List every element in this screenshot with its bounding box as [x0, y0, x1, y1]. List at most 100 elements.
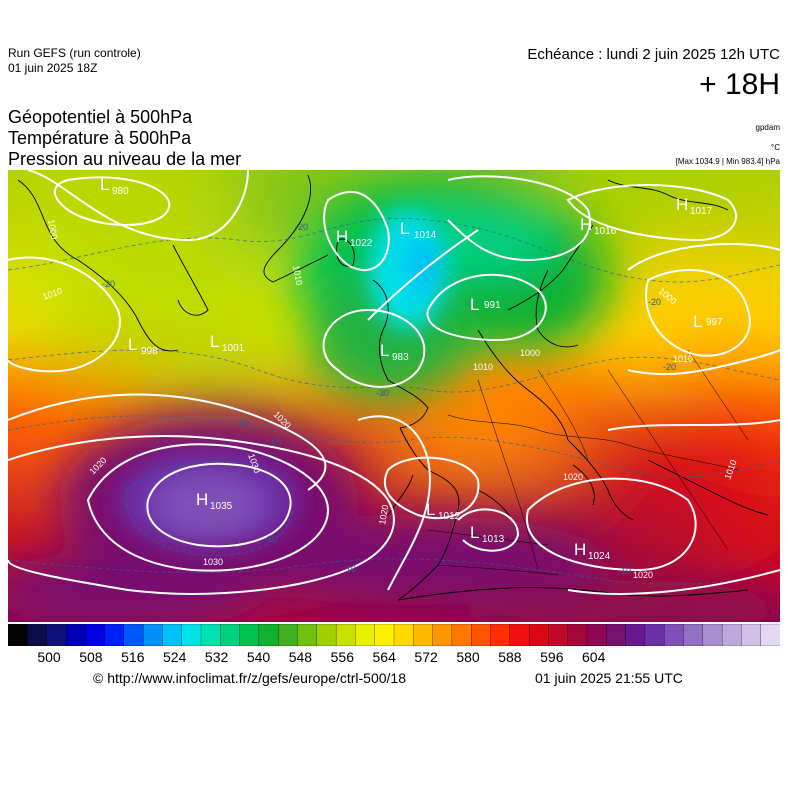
high-center: H 1024 — [574, 540, 611, 562]
generation-time: 01 juin 2025 21:55 UTC — [535, 670, 683, 686]
svg-text:1014: 1014 — [414, 230, 437, 241]
low-center: L 997 — [693, 312, 723, 331]
svg-text:L: L — [470, 295, 479, 314]
color-scale-tick: 508 — [79, 649, 103, 665]
isotherm-label: -10 — [343, 564, 356, 574]
color-scale-cell — [664, 624, 684, 646]
svg-text:H: H — [196, 490, 208, 509]
color-scale-cell — [586, 624, 607, 646]
svg-text:L: L — [470, 523, 479, 542]
color-scale-bar — [8, 624, 780, 646]
isotherm-label: -10 — [236, 417, 249, 427]
country-borders — [427, 349, 749, 576]
color-scale-cell — [683, 624, 704, 646]
color-scale-tick: 580 — [456, 649, 480, 665]
high-center: H 1016 — [580, 215, 617, 237]
run-date: 01 juin 2025 18Z — [8, 61, 98, 75]
low-center: L 1014 — [400, 219, 437, 241]
svg-text:983: 983 — [392, 352, 409, 363]
color-scale-cell — [567, 624, 588, 646]
isobar-label: 1000 — [46, 219, 59, 240]
color-scale-cell — [316, 624, 337, 646]
svg-text:H: H — [574, 540, 586, 559]
isobar-label: 1020 — [563, 472, 583, 482]
isotherm-label: -30 — [376, 388, 389, 398]
isotherm-label: -20 — [663, 362, 676, 372]
color-scale-cell — [471, 624, 491, 646]
svg-text:1016: 1016 — [594, 226, 617, 237]
color-scale-cell — [432, 624, 453, 646]
color-scale-tick: 588 — [498, 649, 522, 665]
color-scale-tick: 564 — [372, 649, 396, 665]
isobar-label: 1010 — [673, 354, 693, 364]
lead-time: + 18H — [699, 68, 780, 101]
color-scale-cell — [760, 624, 780, 646]
isotherm-label: -10 — [268, 438, 281, 448]
color-scale-tick: 532 — [204, 649, 229, 665]
color-scale-tick: 604 — [582, 649, 606, 665]
color-scale-cell — [239, 624, 260, 646]
isotherm-label: -20 — [648, 297, 661, 307]
color-scale-cell — [162, 624, 183, 646]
color-scale-cell — [85, 624, 105, 646]
high-center: H 1035 — [196, 490, 233, 512]
color-scale-cell — [374, 624, 395, 646]
color-scale-cell — [548, 624, 569, 646]
isobar-label: 1010 — [291, 265, 304, 286]
low-center: L 1001 — [210, 332, 245, 354]
color-scale-cell — [721, 624, 742, 646]
isotherm-label: -20 — [102, 279, 115, 289]
svg-text:L: L — [128, 335, 137, 354]
svg-text:997: 997 — [706, 317, 723, 328]
svg-text:L: L — [400, 219, 409, 238]
color-scale-cell — [355, 624, 376, 646]
isotherm-label: -10 — [618, 566, 631, 576]
color-scale-cell — [65, 624, 86, 646]
isotherms — [8, 218, 780, 585]
color-scale-cell — [393, 624, 414, 646]
color-scale-cell — [297, 624, 318, 646]
color-scale-cell — [104, 624, 125, 646]
color-scale-cell — [200, 624, 221, 646]
color-scale-cell — [123, 624, 144, 646]
color-scale-cell — [702, 624, 723, 646]
isotherm-label: -10 — [264, 534, 277, 544]
color-scale-cell — [220, 624, 241, 646]
low-center: L 980 — [100, 175, 129, 197]
high-center: H 1017 — [676, 195, 713, 217]
svg-text:1022: 1022 — [350, 238, 373, 249]
svg-text:1035: 1035 — [210, 501, 233, 512]
color-scale-cell — [741, 624, 762, 646]
color-scale-cell — [451, 624, 472, 646]
color-scale-cell — [8, 624, 28, 646]
color-scale-tick: 572 — [414, 649, 438, 665]
color-scale-tick: 540 — [246, 649, 271, 665]
weather-map: 1000 1010 1010 1000 1020 1020 1030 1030 … — [8, 170, 780, 622]
unit-temperature: °C — [771, 143, 780, 152]
color-scale-cell — [490, 624, 511, 646]
color-scale-cell — [625, 624, 646, 646]
run-title: Run GEFS (run controle) — [8, 46, 141, 60]
color-scale-cell — [142, 624, 163, 646]
weather-map-svg: 1000 1010 1010 1000 1020 1020 1030 1030 … — [8, 170, 780, 622]
svg-text:L: L — [210, 332, 219, 351]
color-scale-tick: 516 — [121, 649, 145, 665]
svg-text:1017: 1017 — [690, 206, 713, 217]
isobar-label: 1020 — [377, 504, 390, 525]
color-scale-cell — [27, 624, 48, 646]
isotherm-label: -20 — [295, 222, 308, 232]
coastlines — [17, 174, 769, 601]
svg-text:L: L — [426, 500, 435, 519]
forecast-valid-time: Echéance : lundi 2 juin 2025 12h UTC — [527, 46, 780, 63]
isotherm-labels: -20 -20 -30 -10 -10 -20 -10 -10 -20 -10 — [102, 222, 676, 576]
svg-text:991: 991 — [484, 300, 501, 311]
parameter-pressure: Pression au niveau de la mer — [8, 149, 242, 169]
color-scale-tick: 500 — [37, 649, 61, 665]
low-center: L 998 — [128, 335, 158, 357]
color-scale-tick: 548 — [288, 649, 313, 665]
svg-text:1013: 1013 — [482, 534, 505, 545]
isobars — [8, 170, 780, 595]
svg-text:L: L — [380, 341, 389, 360]
parameter-geopotential: Géopotentiel à 500hPa — [8, 107, 193, 127]
low-center: L 1012 — [426, 500, 461, 522]
